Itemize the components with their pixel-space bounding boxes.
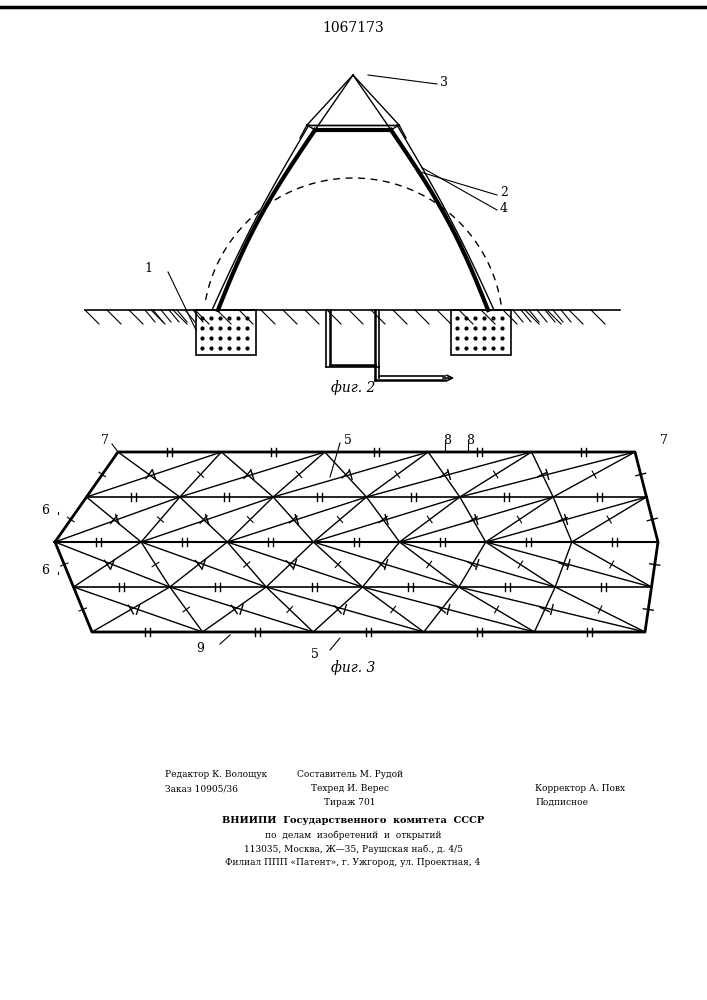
- Text: фиг. 2: фиг. 2: [331, 381, 375, 395]
- Text: 6: 6: [41, 504, 49, 516]
- Text: Корректор А. Повх: Корректор А. Повх: [535, 784, 625, 793]
- Text: Заказ 10905/36: Заказ 10905/36: [165, 784, 238, 793]
- Text: 1067173: 1067173: [322, 21, 384, 35]
- Text: 7: 7: [101, 434, 109, 446]
- Text: по  делам  изобретений  и  открытий: по делам изобретений и открытий: [264, 830, 441, 840]
- Text: фиг. 3: фиг. 3: [331, 661, 375, 675]
- Text: 1: 1: [144, 261, 152, 274]
- Text: 5: 5: [344, 434, 352, 446]
- Text: 2: 2: [500, 186, 508, 198]
- Text: 8: 8: [466, 434, 474, 446]
- Text: Редактор К. Волощук: Редактор К. Волощук: [165, 770, 267, 779]
- Text: 9: 9: [196, 642, 204, 654]
- Text: Техред И. Верес: Техред И. Верес: [311, 784, 389, 793]
- Text: ВНИИПИ  Государственного  комитета  СССР: ВНИИПИ Государственного комитета СССР: [222, 816, 484, 825]
- Text: 8: 8: [443, 434, 451, 446]
- Text: Филиал ППП «Патент», г. Ужгород, ул. Проектная, 4: Филиал ППП «Патент», г. Ужгород, ул. Про…: [226, 858, 481, 867]
- Bar: [196, 310, 256, 355]
- Text: 6: 6: [41, 564, 49, 576]
- Text: 113035, Москва, Ж—35, Раушская наб., д. 4/5: 113035, Москва, Ж—35, Раушская наб., д. …: [243, 844, 462, 854]
- Text: Подписное: Подписное: [535, 798, 588, 807]
- Text: 3: 3: [440, 76, 448, 89]
- Text: 5: 5: [311, 648, 319, 662]
- Text: Тираж 701: Тираж 701: [325, 798, 375, 807]
- Text: 7: 7: [660, 434, 668, 446]
- Text: 4: 4: [500, 202, 508, 215]
- Text: Составитель М. Рудой: Составитель М. Рудой: [297, 770, 403, 779]
- Bar: [451, 310, 511, 355]
